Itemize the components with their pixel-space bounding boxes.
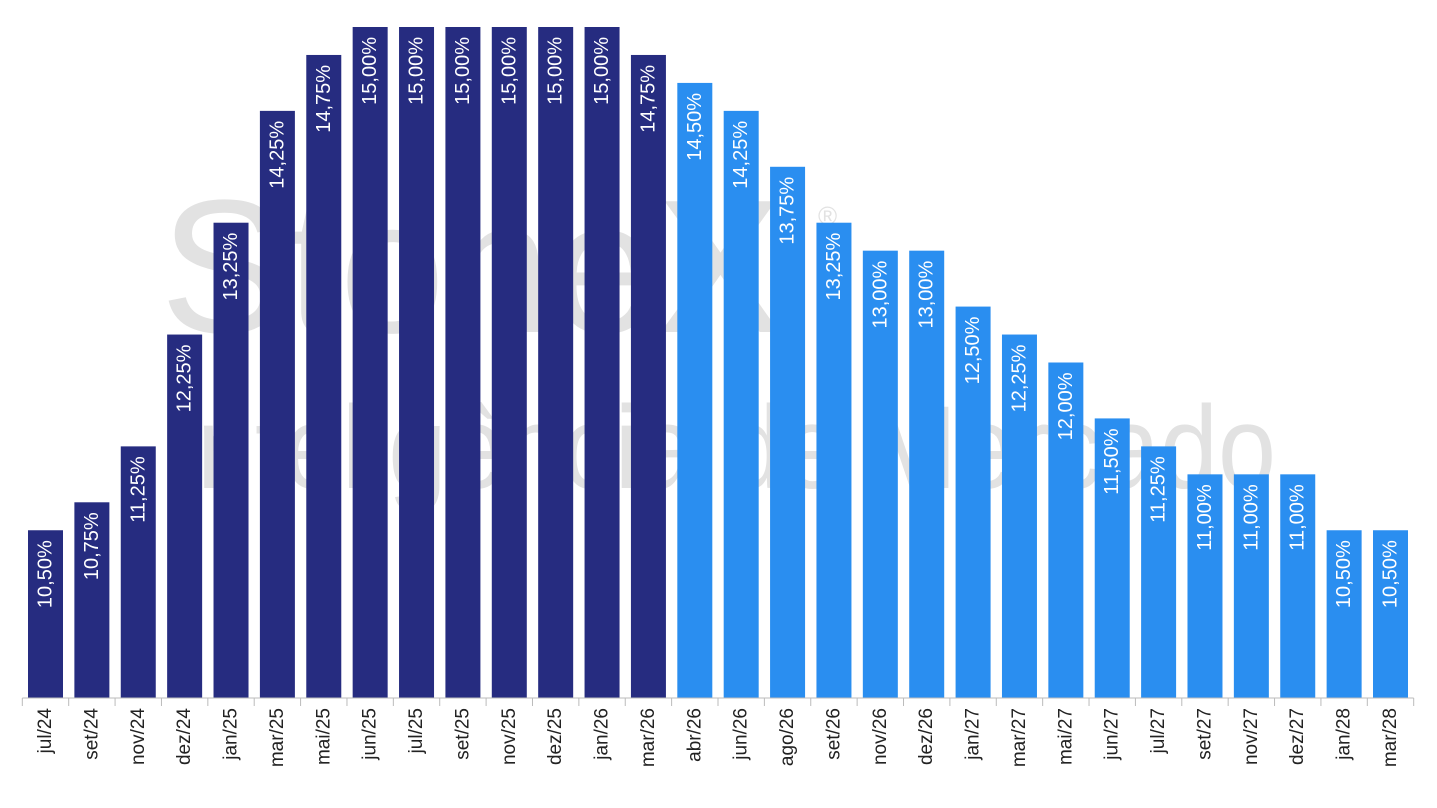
x-tick-label: set/26: [823, 708, 844, 760]
x-tick-label: jul/24: [35, 708, 56, 755]
bar: [723, 110, 759, 698]
value-label: 11,25%: [127, 456, 149, 523]
value-label: 11,25%: [1148, 456, 1170, 523]
x-tick-label: mar/28: [1380, 708, 1401, 767]
value-label: 12,00%: [1055, 372, 1077, 440]
value-label: 15,00%: [359, 37, 381, 105]
x-tick-label: dez/25: [545, 708, 566, 765]
value-label: 13,00%: [869, 260, 891, 328]
x-tick-label: jan/28: [1334, 708, 1355, 761]
bar: [306, 54, 342, 699]
bar: [816, 222, 852, 699]
bar: [770, 166, 806, 698]
bar: [1141, 446, 1177, 698]
bar: [538, 27, 574, 698]
value-label: 13,00%: [916, 260, 938, 328]
bar: [352, 27, 388, 698]
value-label: 15,00%: [591, 37, 613, 105]
bar: [1326, 530, 1362, 698]
bar: [213, 222, 249, 699]
value-label: 15,00%: [545, 37, 567, 105]
x-tick-label: mar/25: [267, 708, 288, 767]
value-label: 10,50%: [1333, 540, 1355, 608]
x-tick-label: abr/26: [684, 708, 705, 762]
bar: [955, 306, 991, 698]
value-label: 13,75%: [777, 177, 799, 245]
value-label: 14,25%: [730, 121, 752, 189]
value-label: 10,50%: [1380, 540, 1402, 608]
x-tick-label: jan/25: [221, 708, 242, 761]
x-tick-label: nov/27: [1241, 708, 1262, 765]
bar: [909, 250, 945, 698]
x-tick-label: mar/27: [1009, 708, 1030, 767]
value-label: 15,00%: [498, 37, 520, 105]
x-tick-label: jun/27: [1102, 708, 1123, 761]
bar: [1373, 530, 1408, 698]
x-tick-label: mar/26: [638, 708, 659, 767]
bar: [491, 27, 527, 698]
bar: [862, 250, 898, 698]
value-label: 12,25%: [174, 344, 196, 412]
value-label: 15,00%: [452, 37, 474, 105]
value-label: 12,50%: [962, 316, 984, 384]
value-label: 10,75%: [81, 512, 103, 580]
value-label: 14,25%: [266, 121, 288, 189]
bar: [259, 110, 295, 698]
value-label: 11,00%: [1240, 484, 1262, 551]
bar: [584, 27, 620, 698]
bar: [74, 502, 110, 698]
value-label: 12,25%: [1008, 344, 1030, 412]
bar: [1048, 362, 1084, 698]
value-label: 11,00%: [1287, 484, 1309, 551]
value-label: 15,00%: [406, 37, 428, 105]
bar: [630, 54, 666, 699]
x-tick-label: set/25: [452, 708, 473, 760]
value-label: 13,25%: [823, 233, 845, 301]
x-tick-label: ago/26: [777, 708, 798, 766]
x-tick-label: jul/27: [1148, 708, 1169, 754]
x-tick-label: dez/26: [916, 708, 937, 765]
x-tick-label: dez/27: [1287, 708, 1308, 765]
x-tick-label: jun/25: [360, 708, 381, 761]
bar: [28, 530, 63, 698]
bar: [1094, 418, 1130, 698]
x-tick-label: nov/24: [128, 708, 149, 765]
value-label: 14,75%: [637, 65, 659, 133]
bar: [399, 27, 435, 698]
x-tick-label: set/27: [1194, 708, 1215, 760]
x-tick-label: dez/24: [174, 708, 195, 765]
value-label: 10,50%: [35, 540, 57, 608]
value-label: 11,00%: [1194, 484, 1216, 551]
x-tick-label: nov/26: [870, 708, 891, 765]
x-tick-label: jan/26: [592, 708, 613, 761]
value-label: 11,50%: [1101, 428, 1123, 495]
value-label: 14,75%: [313, 65, 335, 133]
bar: [445, 27, 481, 698]
x-tick-label: jul/25: [406, 708, 427, 754]
bar: [677, 82, 713, 698]
bar: [1187, 474, 1223, 698]
x-tick-label: nov/25: [499, 708, 520, 765]
x-tick-label: mai/27: [1055, 708, 1076, 765]
value-label: 13,25%: [220, 233, 242, 301]
value-label: 14,50%: [684, 93, 706, 161]
x-tick-label: mai/25: [313, 708, 334, 765]
x-tick-label: set/24: [81, 708, 102, 760]
bar: [1280, 474, 1316, 698]
bar: [167, 334, 203, 698]
bar: [120, 446, 156, 698]
x-tick-label: jun/26: [731, 708, 752, 761]
bar: [1001, 334, 1037, 698]
bar: [1233, 474, 1269, 698]
x-tick-label: jan/27: [963, 708, 984, 761]
